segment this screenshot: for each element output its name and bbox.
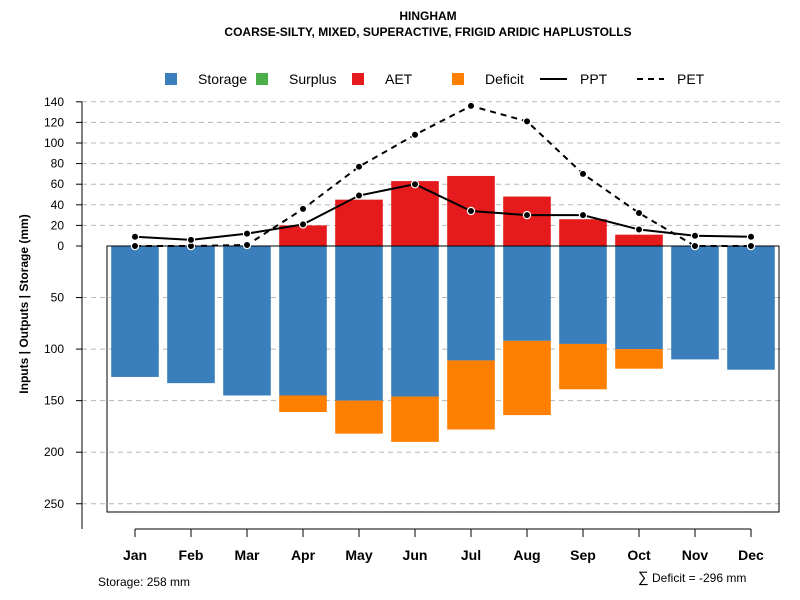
pet-point [746, 241, 756, 251]
y-tick-label: 150 [44, 394, 64, 408]
legend-deficit-label: Deficit [485, 71, 524, 87]
sum-symbol: ∑ [638, 569, 649, 586]
x-tick-label: Jun [403, 547, 428, 563]
pet-point [578, 169, 588, 179]
pet-point [690, 241, 700, 251]
storage-capacity-box [106, 245, 780, 513]
aet-bar [335, 199, 383, 246]
y-axis: 0 20 40 60 80 100 120 140 50 100 150 200 250 [44, 95, 83, 529]
ppt-point [186, 235, 196, 245]
bars [111, 175, 775, 442]
ppt-point [298, 220, 308, 229]
storage-bar [615, 246, 663, 350]
x-tick-label: Aug [513, 547, 540, 563]
legend-pet-label: PET [677, 71, 705, 87]
legend-aet-swatch [352, 73, 364, 85]
storage-bar [671, 246, 719, 360]
deficit-footnote: Deficit = -296 mm [652, 571, 746, 585]
pet-point [634, 208, 644, 218]
ppt-line [134, 183, 752, 241]
aet-bar [503, 196, 551, 246]
y-tick-label: 200 [44, 445, 64, 459]
aet-bar [559, 219, 607, 246]
x-tick-label: May [345, 547, 372, 563]
pet-point [354, 162, 364, 171]
deficit-bar [335, 400, 383, 434]
pet-point [410, 130, 420, 139]
ppt-point [746, 232, 756, 241]
ppt-point [410, 179, 420, 189]
legend-surplus-label: Surplus [289, 71, 336, 87]
aet-bar [279, 225, 327, 246]
y-tick-label: 140 [44, 95, 64, 109]
ppt-point [354, 191, 364, 200]
pet-point [522, 117, 532, 126]
deficit-bar [503, 340, 551, 416]
legend: Storage Surplus AET Deficit PPT PET [165, 71, 705, 87]
pet-point [242, 240, 252, 250]
deficit-bar [447, 360, 495, 430]
y-tick-label: 0 [57, 239, 64, 253]
y-tick-label: 80 [51, 157, 65, 171]
y-tick-label: 40 [51, 198, 65, 212]
pet-point [130, 241, 140, 251]
storage-bar [279, 246, 327, 396]
legend-storage-swatch [165, 73, 177, 85]
ppt-point [466, 206, 476, 216]
aet-bar [391, 181, 439, 246]
pet-point [466, 101, 476, 111]
aet-bar [615, 234, 663, 246]
deficit-bar [559, 343, 607, 390]
x-tick-label: Mar [235, 547, 260, 563]
ppt-point [522, 210, 532, 220]
ppt-point [242, 229, 252, 238]
storage-bar [447, 246, 495, 361]
x-tick-label: Nov [682, 547, 709, 563]
x-tick-label: Dec [738, 547, 764, 563]
y-tick-label: 50 [51, 291, 65, 305]
y-tick-label: 60 [51, 177, 65, 191]
legend-surplus-swatch [256, 73, 268, 85]
storage-bar [727, 246, 775, 370]
chart-title: HINGHAM [399, 9, 456, 23]
y-tick-label: 20 [51, 218, 65, 232]
storage-bar [167, 246, 215, 384]
deficit-bar [279, 395, 327, 412]
pet-point [298, 204, 308, 214]
deficit-bar [615, 349, 663, 369]
storage-footnote: Storage: 258 mm [98, 575, 190, 589]
ppt-point [578, 210, 588, 220]
y-tick-label: 250 [44, 497, 64, 511]
ppt-point [130, 232, 140, 241]
legend-deficit-swatch [452, 73, 464, 85]
x-tick-label: Jul [461, 547, 481, 563]
y-tick-label: 100 [44, 136, 64, 150]
x-tick-label: Sep [570, 547, 596, 563]
y-tick-label: 120 [44, 115, 64, 129]
y-axis-label: Inputs | Outputs | Storage (mm) [17, 214, 31, 393]
x-tick-label: Oct [627, 547, 651, 563]
storage-bar [111, 246, 159, 377]
pet-line [135, 104, 751, 247]
storage-bar [559, 246, 607, 344]
storage-bar [391, 246, 439, 397]
legend-ppt-label: PPT [580, 71, 608, 87]
x-axis: Jan Feb Mar Apr May Jun Jul Aug Sep Oct Nov Dec [123, 528, 764, 563]
y-tick-label: 100 [44, 342, 64, 356]
legend-aet-label: AET [385, 71, 413, 87]
storage-bar [335, 246, 383, 401]
storage-bar [223, 246, 271, 396]
deficit-bar [391, 396, 439, 442]
x-tick-label: Apr [291, 547, 316, 563]
ppt-point [634, 225, 644, 234]
storage-bar [503, 246, 551, 341]
chart-subtitle: COARSE-SILTY, MIXED, SUPERACTIVE, FRIGID… [224, 25, 631, 39]
x-tick-label: Feb [179, 547, 204, 563]
series-lines [130, 101, 756, 251]
x-tick-label: Jan [123, 547, 147, 563]
ppt-point [690, 231, 700, 240]
legend-storage-label: Storage [198, 71, 247, 87]
